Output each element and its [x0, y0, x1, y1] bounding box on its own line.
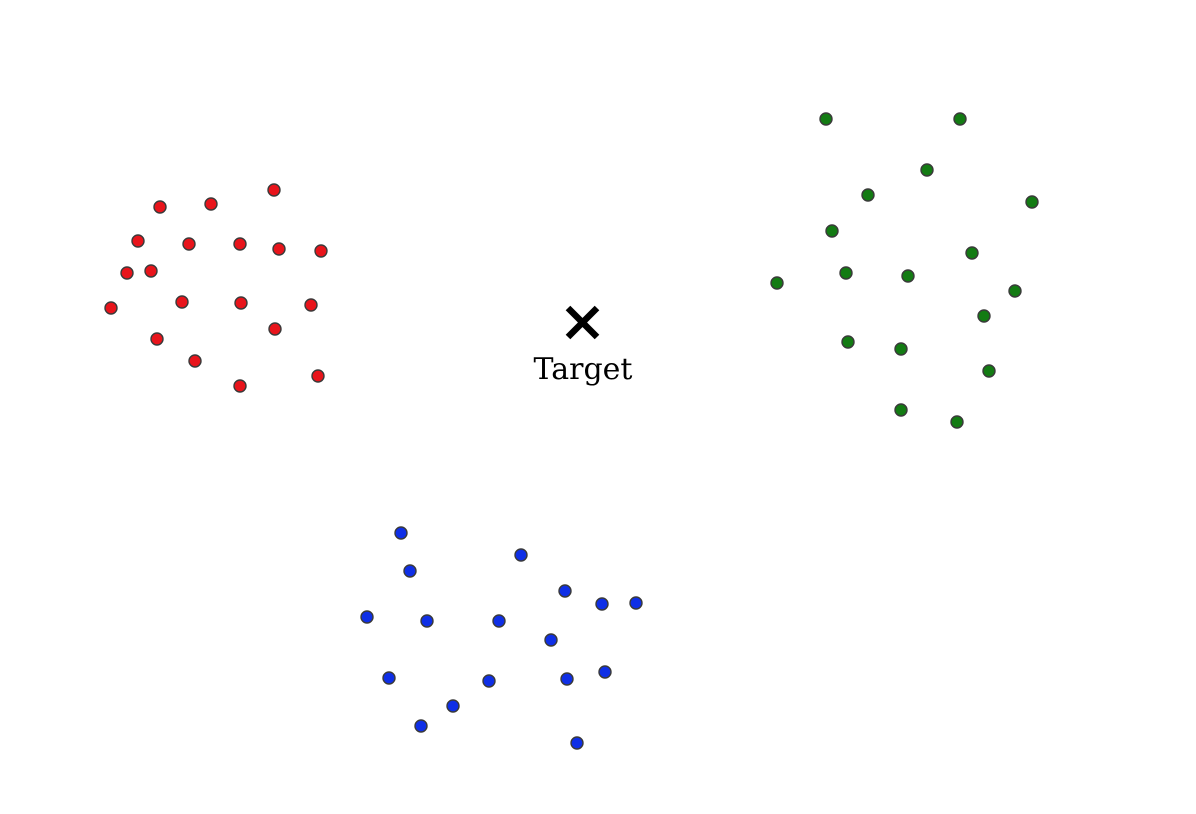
target-label: Target	[534, 352, 633, 387]
data-point	[120, 266, 134, 280]
data-point	[894, 403, 908, 417]
data-point	[598, 665, 612, 679]
data-point	[560, 672, 574, 686]
green-cluster	[770, 112, 1039, 429]
data-point	[982, 364, 996, 378]
data-point	[314, 244, 328, 258]
data-point	[825, 224, 839, 238]
data-point	[233, 379, 247, 393]
data-point	[311, 369, 325, 383]
data-point	[570, 736, 584, 750]
data-point	[272, 242, 286, 256]
data-point	[153, 200, 167, 214]
data-point	[234, 296, 248, 310]
data-point	[268, 322, 282, 336]
data-point	[920, 163, 934, 177]
data-point	[861, 188, 875, 202]
data-point	[965, 246, 979, 260]
data-point	[175, 295, 189, 309]
blue-cluster	[360, 526, 643, 750]
data-point	[267, 183, 281, 197]
data-point	[131, 234, 145, 248]
data-point	[901, 269, 915, 283]
data-point	[382, 671, 396, 685]
data-point	[446, 699, 460, 713]
data-point	[304, 298, 318, 312]
data-point	[420, 614, 434, 628]
data-point	[950, 415, 964, 429]
target-marker: Target	[534, 305, 633, 387]
data-point	[839, 266, 853, 280]
data-point	[150, 332, 164, 346]
data-point	[394, 526, 408, 540]
data-point	[482, 674, 496, 688]
data-point	[492, 614, 506, 628]
x-mark-icon	[565, 305, 600, 340]
data-point	[819, 112, 833, 126]
data-point	[104, 301, 118, 315]
data-point	[144, 264, 158, 278]
data-point	[544, 633, 558, 647]
data-point	[953, 112, 967, 126]
data-point	[403, 564, 417, 578]
data-point	[233, 237, 247, 251]
data-point	[188, 354, 202, 368]
data-point	[894, 342, 908, 356]
data-point	[595, 597, 609, 611]
data-point	[629, 596, 643, 610]
data-point	[414, 719, 428, 733]
data-point	[514, 548, 528, 562]
data-point	[841, 335, 855, 349]
red-cluster	[104, 183, 328, 393]
data-point	[360, 610, 374, 624]
data-point	[977, 309, 991, 323]
data-point	[558, 584, 572, 598]
data-point	[770, 276, 784, 290]
data-point	[1025, 195, 1039, 209]
data-point	[182, 237, 196, 251]
data-point	[1008, 284, 1022, 298]
data-point	[204, 197, 218, 211]
